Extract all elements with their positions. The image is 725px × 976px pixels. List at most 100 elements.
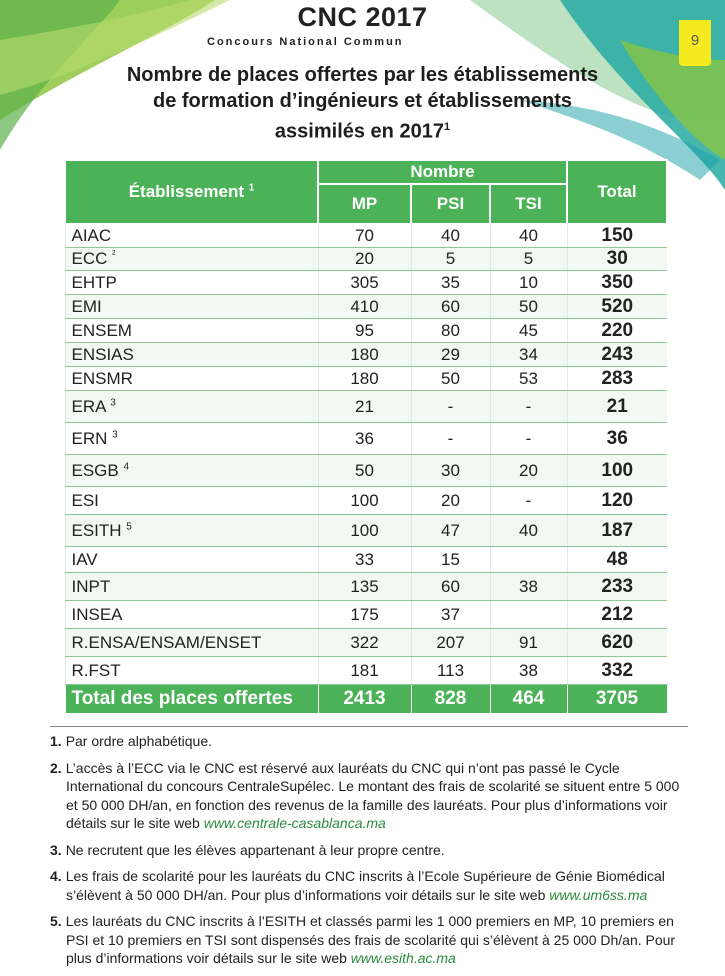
establishment-cell: EMI [64, 294, 318, 319]
footnote-4-link[interactable]: www.um6ss.ma [549, 886, 648, 903]
establishment-cell: AIAC [64, 224, 318, 248]
header-establishment-sup: 1 [248, 182, 255, 194]
footnote-4: 4. Les frais de scolarité pour les lauréa… [50, 867, 690, 904]
notes-divider [50, 726, 688, 727]
table-row: IAV 33 15 48 [64, 546, 667, 573]
establishment-name: EHTP [71, 272, 117, 292]
tsi-cell: 40 [489, 224, 567, 248]
psi-cell: 60 [410, 572, 490, 601]
footnote-4-number: 4. [50, 868, 62, 884]
psi-cell: 50 [410, 366, 490, 391]
tsi-cell: - [489, 486, 567, 515]
table-row: ERN 3 36- -36 [64, 422, 667, 455]
footnote-4-text: Les frais de scolarité pour les lauréats… [65, 868, 665, 903]
establishment-cell: IAV [64, 546, 318, 573]
mp-cell: 180 [317, 366, 411, 391]
footnote-1: 1. Par ordre alphabétique. [50, 732, 690, 751]
mp-cell: 36 [317, 422, 411, 455]
footnote-3-text: Ne recrutent que les élèves appartenant … [65, 841, 445, 858]
table-row: INSEA 175 37 212 [64, 600, 667, 629]
title-line-3: assimilés en 20171 [90, 114, 635, 145]
total-cell: 100 [566, 454, 667, 487]
footnote-5-number: 5. [50, 913, 62, 929]
table-row: EMI 410 60 50 520 [64, 294, 667, 319]
header-nombre: Nombre [317, 159, 568, 185]
mp-cell: 322 [317, 628, 411, 657]
tsi-cell: 38 [489, 656, 567, 685]
tsi-cell [489, 600, 567, 629]
psi-cell: 15 [410, 546, 490, 573]
total-cell: 520 [566, 294, 667, 319]
total-cell: 187 [566, 514, 667, 547]
mp-cell: 100 [317, 514, 411, 547]
total-cell: 220 [566, 318, 667, 343]
psi-cell: 29 [410, 342, 490, 367]
psi-cell: 30 [410, 454, 490, 487]
psi-cell: 80 [410, 318, 490, 343]
title-line-1: Nombre de places offertes par les établi… [126, 64, 599, 86]
establishment-cell: ESGB 4 [64, 454, 318, 487]
table-total-row: Total des places offertes 2413 828 464 3… [64, 684, 668, 714]
total-cell: 332 [566, 656, 667, 685]
establishment-name: ENSEM [71, 320, 132, 340]
establishment-cell: EHTP [64, 270, 318, 295]
psi-cell: 40 [410, 224, 490, 248]
establishment-name: AIAC [71, 226, 112, 245]
total-cell: 120 [566, 486, 667, 515]
table-row: ERA 3 21- -21 [64, 390, 667, 423]
page-number-badge: 9 [679, 20, 711, 66]
establishment-name: ESITH [71, 520, 122, 540]
footnote-2-text: L’accès à l’ECC via le CNC est réservé a… [65, 759, 680, 832]
establishment-cell: ESITH 5 [64, 514, 318, 547]
footnote-1-text: Par ordre alphabétique. [65, 733, 213, 749]
table-row: ESITH 5 100 47 40 187 [64, 514, 667, 547]
establishment-name: ENSMR [71, 368, 133, 388]
mp-cell: 50 [317, 454, 411, 487]
table-row: ESI 100 20-120 [64, 486, 667, 515]
table-row: R.ENSA/ENSAM/ENSET 322 207 91 620 [64, 628, 667, 657]
establishment-name: INPT [71, 576, 111, 596]
tsi-cell: 10 [489, 270, 567, 295]
table-row: ENSIAS 180 29 34 243 [64, 342, 667, 367]
psi-cell: 207 [410, 628, 490, 657]
header-mp: MP [317, 183, 412, 225]
total-cell: 233 [566, 572, 667, 601]
footnote-3-number: 3. [50, 841, 62, 858]
mp-cell: 135 [317, 572, 411, 601]
total-cell: 620 [566, 628, 667, 657]
tsi-cell: 38 [489, 572, 567, 601]
mp-cell: 180 [317, 342, 411, 367]
total-cell: 36 [566, 422, 667, 455]
page-number: 9 [690, 32, 700, 49]
establishment-footnote-mark: 4 [123, 460, 130, 472]
establishment-cell: ERA 3 [64, 390, 318, 423]
establishment-name: ECC [71, 249, 108, 268]
table-row: AIAC 70 40 40 150 [64, 224, 667, 248]
title-footnote-mark: 1 [443, 121, 451, 133]
establishment-cell: ERN 3 [64, 422, 318, 455]
header-subtitle: Concours National Commun [207, 36, 404, 48]
total-cell: 243 [566, 342, 667, 367]
header-total: Total [566, 159, 668, 225]
total-mp: 2413 [317, 684, 412, 714]
mp-cell: 305 [317, 270, 411, 295]
footnote-2-link[interactable]: www.centrale-casablanca.ma [203, 815, 386, 831]
tsi-cell: 91 [489, 628, 567, 657]
psi-cell: 5 [410, 247, 490, 271]
table-row: INPT 135 60 38 233 [64, 572, 667, 601]
establishment-cell: INPT [64, 572, 318, 601]
total-cell: 350 [566, 270, 667, 295]
establishment-name: ERA [71, 396, 106, 416]
establishment-cell: INSEA [64, 600, 318, 629]
title-line-2: de formation d’ingénieurs et établisseme… [153, 90, 572, 112]
footnote-5-link[interactable]: www.esith.ac.ma [350, 950, 456, 966]
total-cell: 150 [566, 224, 667, 248]
total-cell: 283 [566, 366, 667, 391]
tsi-cell: - [489, 390, 567, 423]
establishment-name: IAV [71, 549, 98, 569]
mp-cell: 70 [317, 224, 411, 248]
table-row: ENSMR 180 50 53 283 [64, 366, 667, 391]
mp-cell: 20 [317, 247, 411, 271]
establishment-cell: ECC ² [64, 247, 318, 271]
psi-cell: 47 [410, 514, 490, 547]
